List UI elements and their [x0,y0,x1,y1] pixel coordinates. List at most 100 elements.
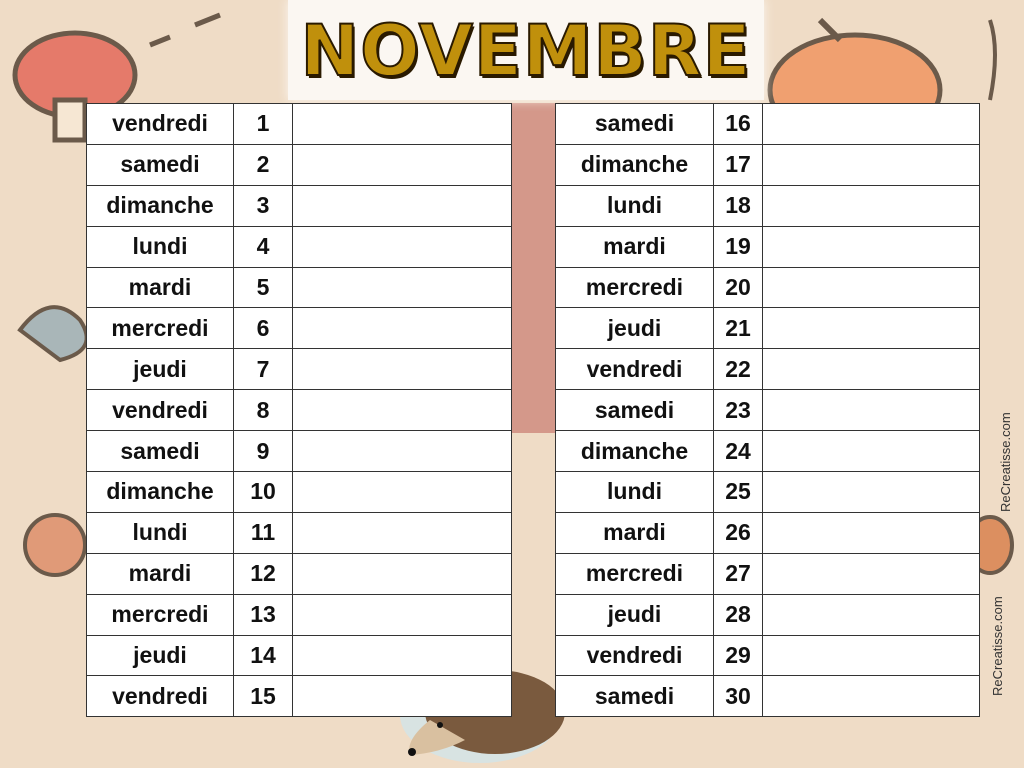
day-label: lundi [86,511,234,554]
calendar-row: mercredi 13 [86,593,512,636]
writing-cell[interactable] [292,266,512,309]
day-number: 29 [713,634,763,677]
day-number: 15 [233,675,293,718]
calendar-row: mardi 5 [86,266,512,309]
writing-cell[interactable] [762,471,980,513]
writing-cell[interactable] [762,552,980,595]
writing-cell[interactable] [762,430,980,473]
day-label: mercredi [86,307,234,350]
day-number: 17 [713,143,763,186]
day-number: 11 [233,511,293,554]
calendar-row: vendredi 29 [555,634,980,677]
calendar-row: vendredi 8 [86,389,512,432]
calendar-row: samedi 2 [86,143,512,186]
day-number: 19 [713,225,763,268]
day-number: 14 [233,634,293,677]
calendar-table-left: vendredi 1 samedi 2 dimanche 3 lundi 4 mardi 5 mer… [86,103,512,718]
writing-cell[interactable] [292,225,512,268]
day-label: samedi [86,430,234,473]
day-label: dimanche [86,184,234,227]
calendar-row: vendredi 1 [86,103,512,145]
calendar-row: jeudi 14 [86,634,512,677]
day-number: 9 [233,430,293,473]
writing-cell[interactable] [762,103,980,145]
writing-cell[interactable] [762,307,980,350]
writing-cell[interactable] [292,593,512,636]
writing-cell[interactable] [292,184,512,227]
calendar-row: samedi 16 [555,103,980,145]
day-label: lundi [555,471,714,513]
mushroom-icon [12,30,138,143]
day-label: dimanche [555,143,714,186]
day-number: 20 [713,266,763,309]
day-number: 23 [713,389,763,432]
day-number: 6 [233,307,293,350]
day-number: 26 [713,511,763,554]
writing-cell[interactable] [292,471,512,513]
day-label: vendredi [555,348,714,391]
calendar-row: mardi 19 [555,225,980,268]
day-label: mercredi [86,593,234,636]
writing-cell[interactable] [762,225,980,268]
writing-cell[interactable] [762,184,980,227]
calendar-row: samedi 9 [86,430,512,473]
writing-cell[interactable] [762,675,980,718]
writing-cell[interactable] [292,307,512,350]
day-number: 3 [233,184,293,227]
writing-cell[interactable] [292,675,512,718]
writing-cell[interactable] [762,266,980,309]
writing-cell[interactable] [762,348,980,391]
writing-cell[interactable] [292,103,512,145]
day-number: 25 [713,471,763,513]
day-label: mercredi [555,266,714,309]
day-number: 18 [713,184,763,227]
day-label: mardi [86,552,234,595]
writing-cell[interactable] [762,593,980,636]
writing-cell[interactable] [762,511,980,554]
day-label: mardi [555,511,714,554]
writing-cell[interactable] [292,511,512,554]
calendar-row: lundi 18 [555,184,980,227]
calendar-table-right: samedi 16 dimanche 17 lundi 18 mardi 19 mercredi… [555,103,980,718]
writing-cell[interactable] [292,552,512,595]
calendar-row: dimanche 10 [86,471,512,513]
day-number: 22 [713,348,763,391]
watermark: ReCreatisse.com [998,412,1013,512]
day-label: mardi [86,266,234,309]
day-number: 27 [713,552,763,595]
day-number: 7 [233,348,293,391]
writing-cell[interactable] [762,389,980,432]
writing-cell[interactable] [292,348,512,391]
day-label: samedi [555,103,714,145]
day-number: 28 [713,593,763,636]
writing-cell[interactable] [292,430,512,473]
day-label: samedi [555,675,714,718]
day-label: jeudi [86,634,234,677]
day-number: 12 [233,552,293,595]
day-label: lundi [555,184,714,227]
calendar-row: lundi 4 [86,225,512,268]
calendar-row: vendredi 22 [555,348,980,391]
day-label: dimanche [86,471,234,513]
leaf-icon [17,305,89,363]
writing-cell[interactable] [292,634,512,677]
day-label: vendredi [555,634,714,677]
acorn-icon [23,513,87,577]
day-number: 10 [233,471,293,513]
calendar-row: dimanche 17 [555,143,980,186]
day-label: vendredi [86,389,234,432]
calendar-row: mercredi 20 [555,266,980,309]
calendar-row: mardi 12 [86,552,512,595]
day-number: 4 [233,225,293,268]
day-label: mercredi [555,552,714,595]
calendar-row: dimanche 3 [86,184,512,227]
day-label: mardi [555,225,714,268]
writing-cell[interactable] [292,143,512,186]
calendar-row: mardi 26 [555,511,980,554]
day-label: jeudi [555,593,714,636]
calendar-row: mercredi 27 [555,552,980,595]
writing-cell[interactable] [762,634,980,677]
day-number: 2 [233,143,293,186]
writing-cell[interactable] [292,389,512,432]
writing-cell[interactable] [762,143,980,186]
